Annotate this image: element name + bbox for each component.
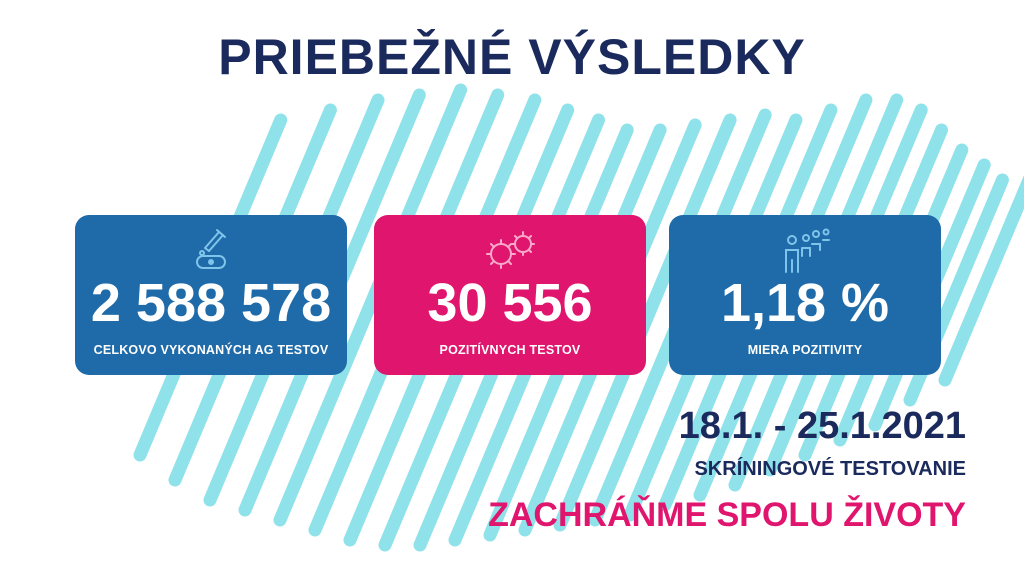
positive-tests-value: 30 556	[427, 273, 593, 333]
total-tests-card: 2 588 578 CELKOVO VYKONANÝCH AG TESTOV	[75, 215, 347, 375]
total-tests-value: 2 588 578	[90, 273, 332, 333]
positivity-rate-value: 1,18 %	[720, 273, 890, 333]
stripe	[938, 175, 1024, 387]
stripe	[273, 83, 468, 527]
virus-icon	[374, 225, 646, 277]
page-title: PRIEBEŽNÉ VÝSLEDKY	[218, 29, 806, 85]
positive-tests-card: 30 556 POZITÍVNYCH TESTOV	[374, 215, 646, 375]
date-range: 18.1. - 25.1.2021	[678, 405, 966, 447]
positive-tests-label: POZITÍVNYCH TESTOV	[439, 343, 581, 357]
people-queue-icon	[669, 225, 941, 277]
total-tests-label: CELKOVO VYKONANÝCH AG TESTOV	[93, 343, 329, 357]
slogan: ZACHRÁŇME SPOLU ŽIVOTY	[488, 496, 966, 534]
test-kit-icon	[75, 225, 347, 277]
subtitle: SKRÍNINGOVÉ TESTOVANIE	[694, 458, 966, 480]
positivity-rate-card: 1,18 % MIERA POZITIVITY	[669, 215, 941, 375]
positivity-rate-label: MIERA POZITIVITY	[747, 343, 863, 357]
